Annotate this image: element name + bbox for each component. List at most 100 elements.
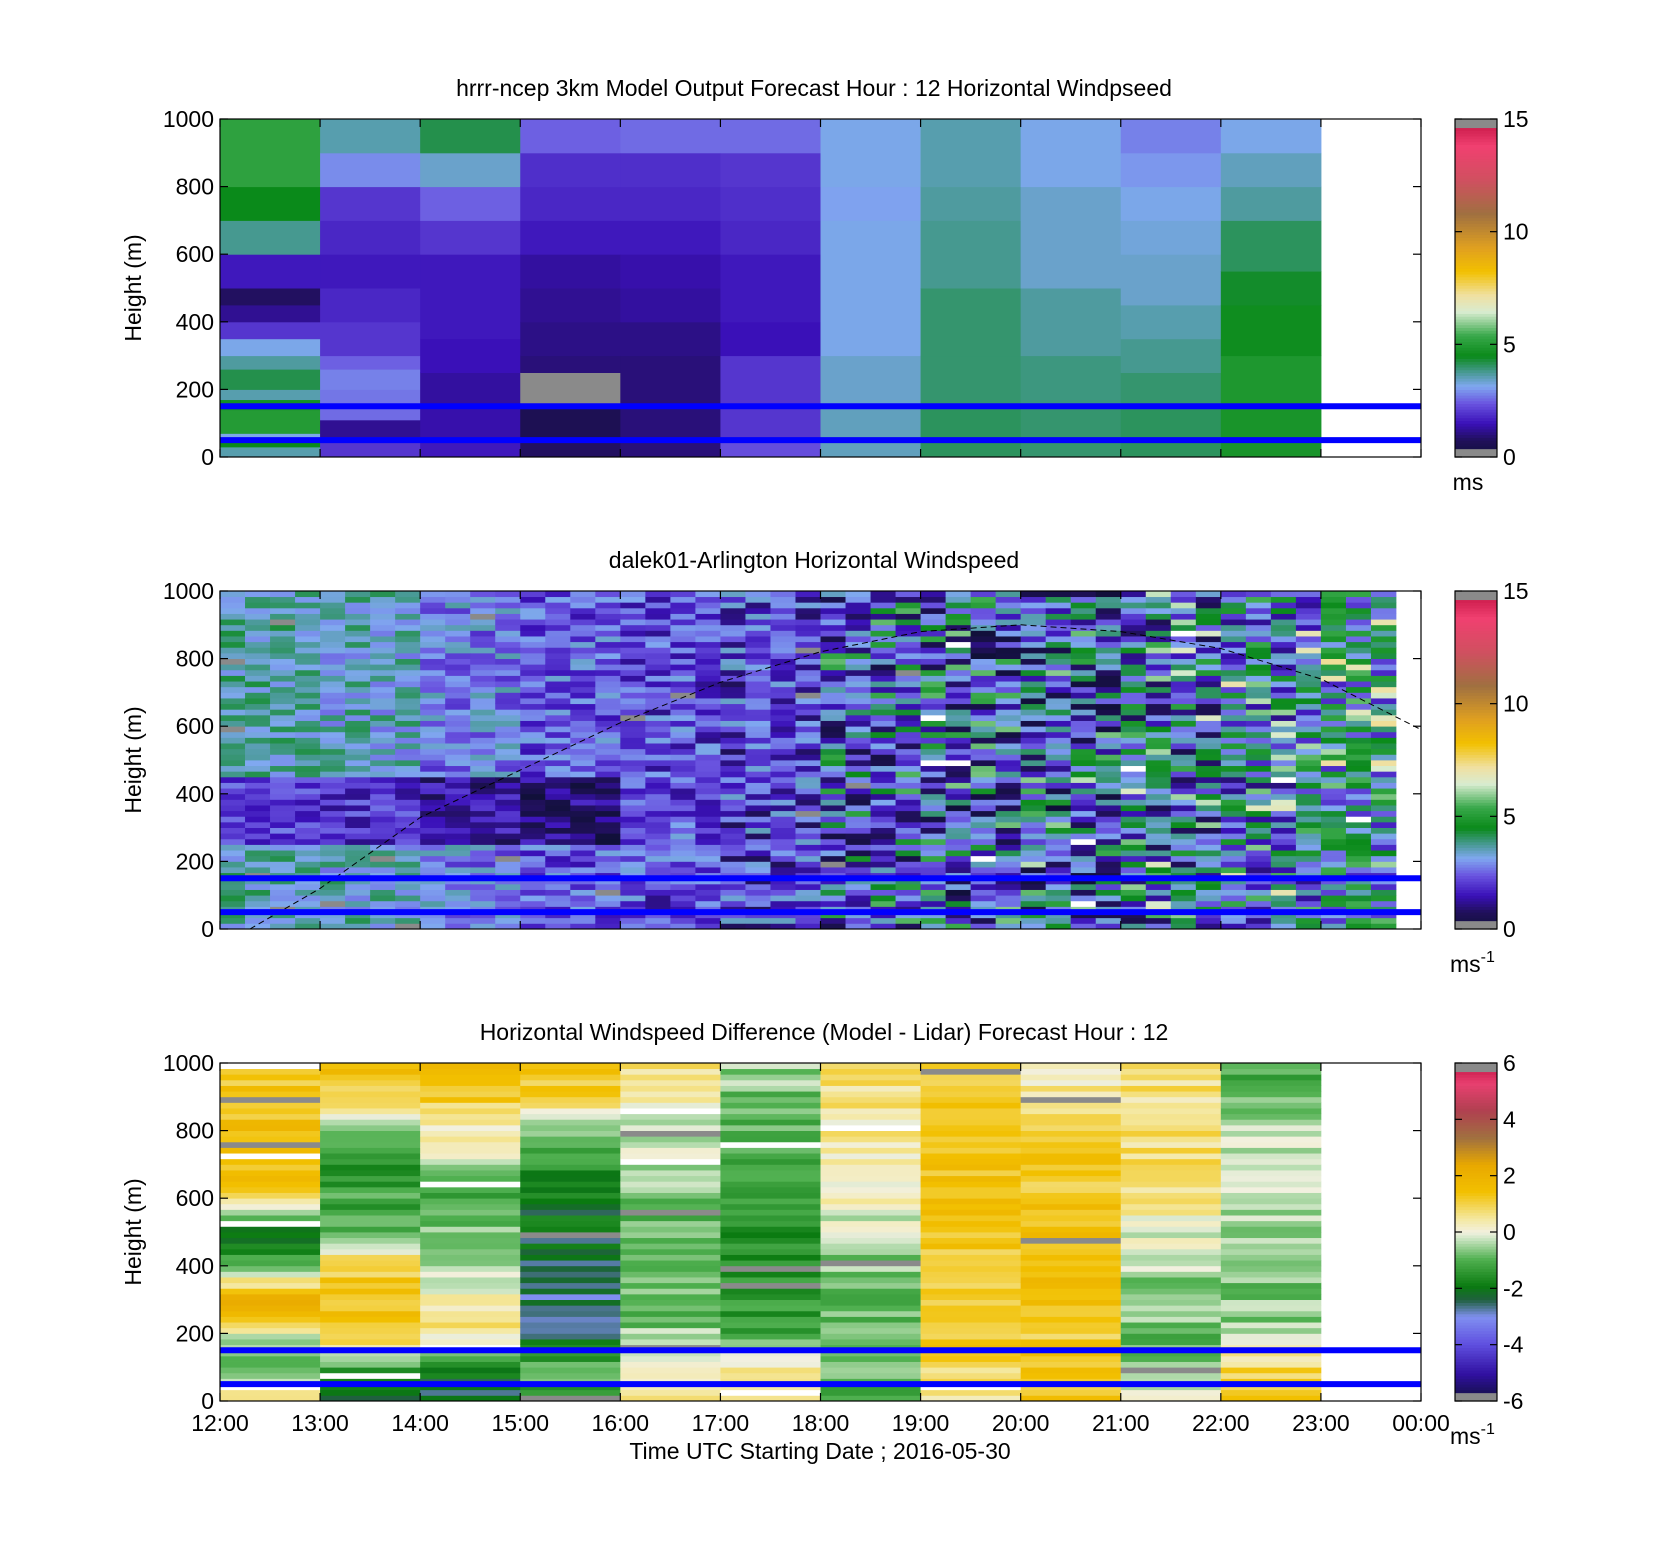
lidar-cell bbox=[1270, 805, 1297, 812]
lidar-cell bbox=[495, 748, 521, 755]
lidar-cell bbox=[845, 675, 871, 682]
colorbar-segment bbox=[1455, 672, 1497, 677]
difference-cell bbox=[220, 1288, 321, 1295]
lidar-cell bbox=[620, 731, 646, 738]
colorbar-segment bbox=[1455, 411, 1497, 416]
colorbar-segment bbox=[1455, 333, 1497, 337]
colorbar-segment bbox=[1455, 748, 1497, 753]
lidar-cell bbox=[620, 737, 646, 744]
lidar-cell bbox=[1270, 698, 1297, 705]
lidar-cell bbox=[1020, 838, 1047, 845]
lidar-cell bbox=[1095, 726, 1122, 733]
lidar-cell bbox=[620, 883, 646, 890]
lidar-cell bbox=[395, 765, 421, 772]
colorbar-segment bbox=[1455, 175, 1497, 179]
colorbar-segment bbox=[1455, 1243, 1497, 1247]
lidar-cell bbox=[595, 895, 621, 902]
lidar-cell bbox=[1295, 810, 1322, 817]
difference-cell bbox=[1020, 1232, 1122, 1239]
colorbar-segment bbox=[1455, 147, 1497, 151]
lidar-cell bbox=[1295, 652, 1322, 659]
lidar-cell bbox=[470, 743, 496, 750]
lidar-cell bbox=[1245, 844, 1272, 851]
lidar-cell bbox=[395, 686, 421, 693]
lidar-cell bbox=[1020, 776, 1047, 783]
lidar-cell bbox=[1070, 664, 1097, 671]
lidar-cell bbox=[970, 833, 997, 840]
lidar-cell bbox=[1120, 624, 1147, 631]
lidar-cell bbox=[1195, 878, 1222, 885]
lidar-cell bbox=[1045, 760, 1072, 767]
lidar-cell bbox=[970, 731, 997, 738]
lidar-cell bbox=[320, 675, 346, 682]
difference-cell bbox=[1220, 1243, 1322, 1250]
colorbar-segment bbox=[1455, 1079, 1497, 1084]
colorbar-segment bbox=[1455, 1361, 1497, 1365]
difference-cell bbox=[620, 1271, 721, 1278]
lidar-cell bbox=[1145, 754, 1172, 761]
lidar-cell bbox=[545, 760, 571, 767]
difference-cell bbox=[1020, 1186, 1122, 1193]
lidar-cell bbox=[520, 788, 546, 795]
lidar-cell bbox=[695, 788, 721, 795]
lidar-cell bbox=[220, 664, 246, 671]
lidar-cell bbox=[320, 765, 346, 772]
lidar-cell bbox=[1095, 782, 1122, 789]
lidar-cell bbox=[670, 607, 696, 614]
difference-cell bbox=[520, 1305, 621, 1312]
lidar-cell bbox=[1245, 878, 1272, 885]
lidar-cell bbox=[270, 619, 296, 626]
difference-cell bbox=[320, 1265, 421, 1272]
difference-cell bbox=[820, 1186, 921, 1193]
lidar-cell bbox=[1145, 709, 1172, 716]
lidar-cell bbox=[220, 883, 246, 890]
lidar-cell bbox=[445, 923, 471, 930]
lidar-cell bbox=[1020, 613, 1047, 620]
lidar-cell bbox=[695, 833, 721, 840]
lidar-cell bbox=[445, 838, 471, 845]
lidar-cell bbox=[620, 833, 646, 840]
lidar-cell bbox=[345, 681, 371, 688]
lidar-cell bbox=[1295, 698, 1322, 705]
lidar-cell bbox=[545, 771, 571, 778]
lidar-cell bbox=[1145, 788, 1172, 795]
difference-cell bbox=[1220, 1153, 1322, 1160]
lidar-cell bbox=[945, 641, 972, 648]
lidar-cell bbox=[470, 720, 496, 727]
difference-cell bbox=[1120, 1181, 1222, 1188]
lidar-cell bbox=[1195, 855, 1222, 862]
lidar-cell bbox=[570, 878, 596, 885]
lidar-cell bbox=[495, 714, 521, 721]
difference-cell bbox=[920, 1232, 1022, 1239]
difference-cell bbox=[620, 1277, 721, 1284]
lidar-cell bbox=[1220, 602, 1247, 609]
difference-cell bbox=[1020, 1153, 1122, 1160]
lidar-cell bbox=[1095, 669, 1122, 676]
lidar-cell bbox=[920, 681, 947, 688]
lidar-cell bbox=[345, 917, 371, 924]
model-cell bbox=[520, 440, 621, 458]
y-tick-label: 1000 bbox=[163, 106, 214, 132]
colorbar-segment bbox=[1455, 1277, 1497, 1281]
lidar-cell bbox=[1145, 630, 1172, 637]
lidar-cell bbox=[1270, 709, 1297, 716]
lidar-cell bbox=[1120, 889, 1147, 896]
lidar-cell bbox=[495, 850, 521, 857]
lidar-cell bbox=[1020, 641, 1047, 648]
lidar-cell bbox=[1270, 912, 1297, 919]
lidar-cell bbox=[870, 698, 896, 705]
colorbar-segment bbox=[1455, 709, 1497, 713]
colorbar-segment bbox=[1455, 265, 1497, 269]
lidar-cell bbox=[1245, 855, 1272, 862]
lidar-cell bbox=[1220, 703, 1247, 710]
lidar-cell bbox=[1295, 827, 1322, 834]
lidar-cell bbox=[520, 591, 546, 598]
lidar-cell bbox=[620, 692, 646, 699]
lidar-cell bbox=[495, 833, 521, 840]
lidar-cell bbox=[370, 630, 396, 637]
colorbar-segment bbox=[1455, 245, 1497, 250]
lidar-cell bbox=[1020, 624, 1047, 631]
lidar-cell bbox=[620, 861, 646, 868]
difference-cell bbox=[920, 1192, 1022, 1199]
